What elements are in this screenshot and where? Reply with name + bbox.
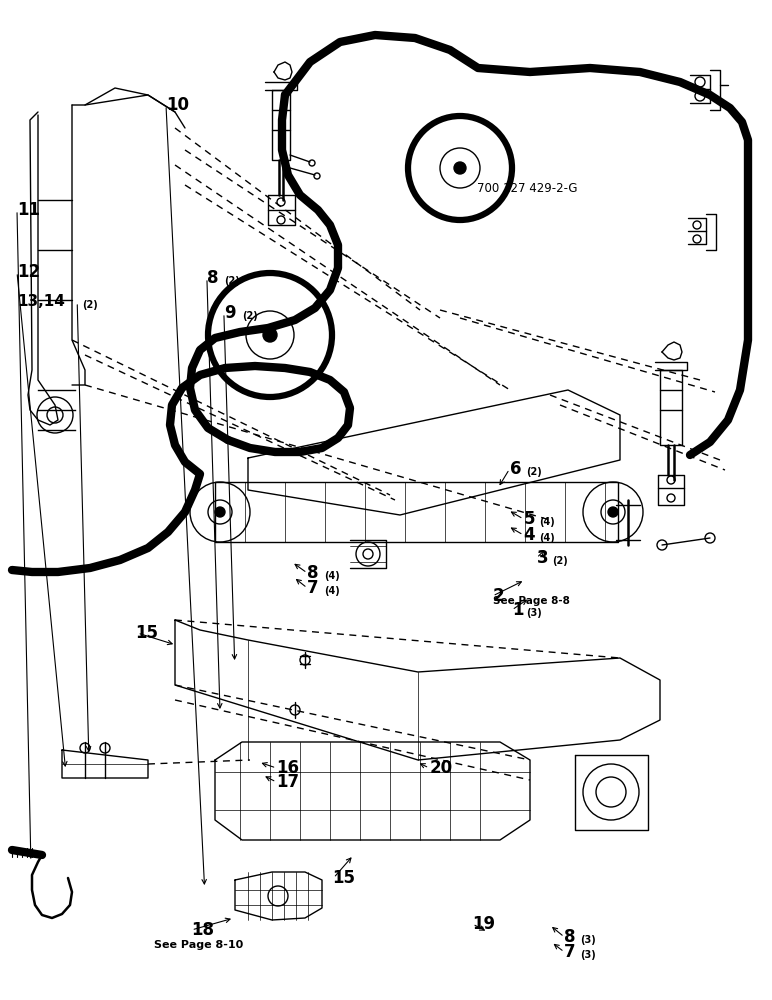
Text: See Page 8-8: See Page 8-8 [493, 596, 570, 606]
Text: 17: 17 [276, 773, 300, 791]
Text: 7: 7 [307, 579, 319, 597]
Text: (2): (2) [242, 311, 257, 321]
Text: 5: 5 [523, 510, 535, 528]
Text: 8: 8 [564, 928, 575, 946]
Text: 700 127 429-2-G: 700 127 429-2-G [477, 182, 577, 194]
Text: (2): (2) [552, 556, 567, 566]
Text: 20: 20 [429, 759, 452, 777]
Text: 13,14: 13,14 [17, 294, 65, 310]
Text: 8: 8 [207, 269, 218, 287]
Text: (4): (4) [539, 533, 554, 543]
Text: 10: 10 [166, 96, 189, 114]
Circle shape [215, 507, 225, 517]
Text: 4: 4 [523, 526, 535, 544]
Text: (4): (4) [324, 571, 340, 581]
Text: 1: 1 [512, 601, 523, 619]
Text: 8: 8 [307, 564, 319, 582]
Text: 15: 15 [332, 869, 355, 887]
Text: 7: 7 [564, 943, 575, 961]
Text: (3): (3) [526, 608, 541, 618]
Text: 3: 3 [537, 549, 548, 567]
Text: (2): (2) [224, 276, 239, 286]
Text: 6: 6 [510, 460, 521, 478]
Circle shape [263, 328, 277, 342]
Text: (2): (2) [526, 467, 541, 477]
Text: 16: 16 [276, 759, 300, 777]
Text: 15: 15 [135, 624, 158, 642]
Text: 2: 2 [493, 587, 504, 605]
Circle shape [608, 507, 618, 517]
Text: 18: 18 [191, 921, 215, 939]
Text: (3): (3) [580, 950, 595, 960]
Text: 19: 19 [472, 915, 496, 933]
Text: 12: 12 [17, 263, 40, 281]
Text: 11: 11 [17, 201, 40, 219]
Text: (2): (2) [83, 300, 98, 310]
Circle shape [454, 162, 466, 174]
Text: See Page 8-10: See Page 8-10 [154, 940, 244, 950]
Text: (4): (4) [539, 517, 554, 527]
Text: 9: 9 [224, 304, 235, 322]
Text: (3): (3) [580, 935, 595, 945]
Text: (4): (4) [324, 586, 340, 596]
